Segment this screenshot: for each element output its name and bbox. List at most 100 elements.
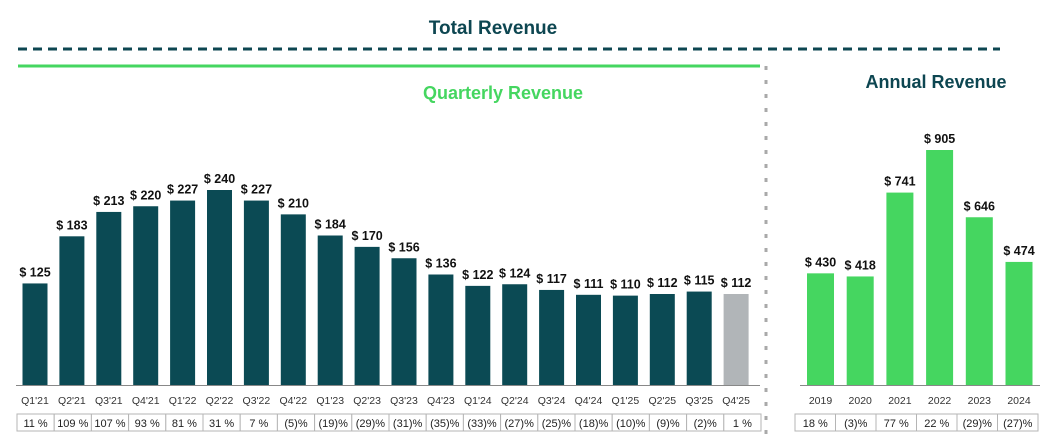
data-label: $ 220: [130, 188, 161, 202]
data-label: $ 110: [610, 278, 641, 292]
growth-label: (18)%: [579, 418, 609, 430]
growth-label: (29)%: [356, 418, 386, 430]
x-tick-label: 2019: [809, 395, 833, 407]
x-tick-label: Q4'21: [132, 395, 160, 407]
bar-Q3'22: [243, 200, 269, 385]
x-tick-label: Q1'23: [316, 395, 344, 407]
x-tick-label: Q3'23: [390, 395, 418, 407]
data-label: $ 741: [884, 175, 915, 189]
data-label: $ 124: [499, 266, 530, 280]
bar-Q1'21: [22, 283, 48, 385]
x-tick-label: Q1'21: [21, 395, 49, 407]
data-label: $ 646: [964, 199, 995, 213]
data-label: $ 227: [241, 183, 272, 197]
quarterly-title: Quarterly Revenue: [423, 83, 583, 103]
bar-Q2'22: [207, 190, 232, 385]
x-tick-label: Q3'21: [95, 395, 123, 407]
x-tick-label: Q2'21: [58, 395, 86, 407]
bar-Q1'25: [612, 295, 638, 385]
x-tick-label: 2023: [968, 395, 992, 407]
data-label: $ 227: [167, 183, 198, 197]
bar-Q4'25: [723, 294, 749, 385]
bar-Q3'25: [686, 291, 712, 385]
growth-label: 1 %: [733, 418, 752, 430]
data-label: $ 170: [351, 229, 382, 243]
growth-label: 93 %: [135, 418, 160, 430]
growth-label: (25)%: [542, 418, 572, 430]
data-label: $ 213: [93, 194, 124, 208]
bar-Q2'23: [354, 246, 380, 385]
bar-2022: [926, 150, 954, 385]
data-label: $ 210: [278, 196, 309, 210]
bar-2020: [846, 276, 874, 385]
growth-label: 31 %: [209, 418, 234, 430]
x-tick-label: 2021: [888, 395, 912, 407]
bar-Q4'22: [280, 214, 306, 385]
bar-Q4'21: [133, 206, 159, 385]
growth-label: (31)%: [393, 418, 423, 430]
x-tick-label: Q1'22: [169, 395, 197, 407]
growth-label: (27)%: [505, 418, 535, 430]
bar-Q2'21: [59, 236, 85, 385]
x-tick-label: Q2'22: [206, 395, 234, 407]
x-tick-label: 2024: [1007, 395, 1031, 407]
chart-title: Total Revenue: [429, 18, 557, 39]
x-tick-label: Q1'25: [612, 395, 640, 407]
growth-cell: [723, 413, 762, 432]
data-label: $ 111: [574, 277, 604, 291]
growth-label: 81 %: [172, 418, 197, 430]
x-tick-label: Q4'23: [427, 395, 455, 407]
growth-label: (33)%: [467, 418, 497, 430]
x-tick-label: Q2'23: [353, 395, 381, 407]
growth-label: (10)%: [616, 418, 646, 430]
x-tick-label: Q1'24: [464, 395, 492, 407]
growth-label: 22 %: [924, 418, 949, 430]
x-tick-label: Q4'24: [575, 395, 603, 407]
growth-label: (29)%: [963, 418, 993, 430]
bar-2024: [1005, 261, 1033, 385]
bar-Q2'24: [502, 284, 528, 385]
annual-bars: $ 430 2019 18 % $ 418 2020 (3)% $ 741 2021 77 % $…: [794, 132, 1040, 432]
annual-title: Annual Revenue: [865, 72, 1006, 92]
growth-label: 107 %: [94, 418, 125, 430]
growth-label: (3)%: [844, 418, 867, 430]
growth-label: (5)%: [284, 418, 307, 430]
data-label: $ 905: [924, 132, 955, 146]
growth-label: (27)%: [1003, 418, 1033, 430]
x-tick-label: Q2'24: [501, 395, 529, 407]
x-tick-label: Q3'22: [243, 395, 271, 407]
bar-2019: [807, 273, 834, 385]
data-label: $ 117: [536, 272, 567, 286]
data-label: $ 112: [647, 276, 678, 290]
growth-label: (9)%: [656, 418, 679, 430]
growth-label: (35)%: [430, 418, 460, 430]
x-tick-label: Q3'25: [685, 395, 713, 407]
growth-label: 109 %: [57, 418, 88, 430]
data-label: $ 184: [315, 218, 346, 232]
growth-label: (19)%: [319, 418, 349, 430]
data-label: $ 474: [1003, 244, 1034, 258]
bar-Q4'24: [576, 294, 601, 385]
quarterly-bars: $ 125 Q1'21 11 % $ 183 Q2'21 109 % $ 213 Q3'21 1…: [16, 172, 762, 432]
bar-Q3'24: [539, 289, 565, 385]
x-tick-label: Q3'24: [538, 395, 566, 407]
growth-label: 18 %: [803, 418, 828, 430]
data-label: $ 240: [204, 172, 235, 186]
bar-Q2'25: [649, 294, 675, 385]
data-label: $ 122: [462, 268, 493, 282]
bar-Q4'23: [428, 274, 454, 385]
x-tick-label: 2022: [928, 395, 952, 407]
data-label: $ 136: [425, 257, 456, 271]
growth-label: 11 %: [23, 418, 47, 430]
growth-label: (2)%: [694, 418, 717, 430]
data-label: $ 183: [56, 218, 87, 232]
x-tick-label: Q4'25: [722, 395, 750, 407]
bar-2023: [965, 217, 993, 385]
data-label: $ 125: [19, 265, 50, 279]
data-label: $ 418: [845, 258, 876, 272]
x-tick-label: Q2'25: [648, 395, 676, 407]
bar-Q3'23: [391, 258, 417, 385]
bar-Q1'23: [317, 235, 343, 385]
data-label: $ 115: [684, 274, 715, 288]
